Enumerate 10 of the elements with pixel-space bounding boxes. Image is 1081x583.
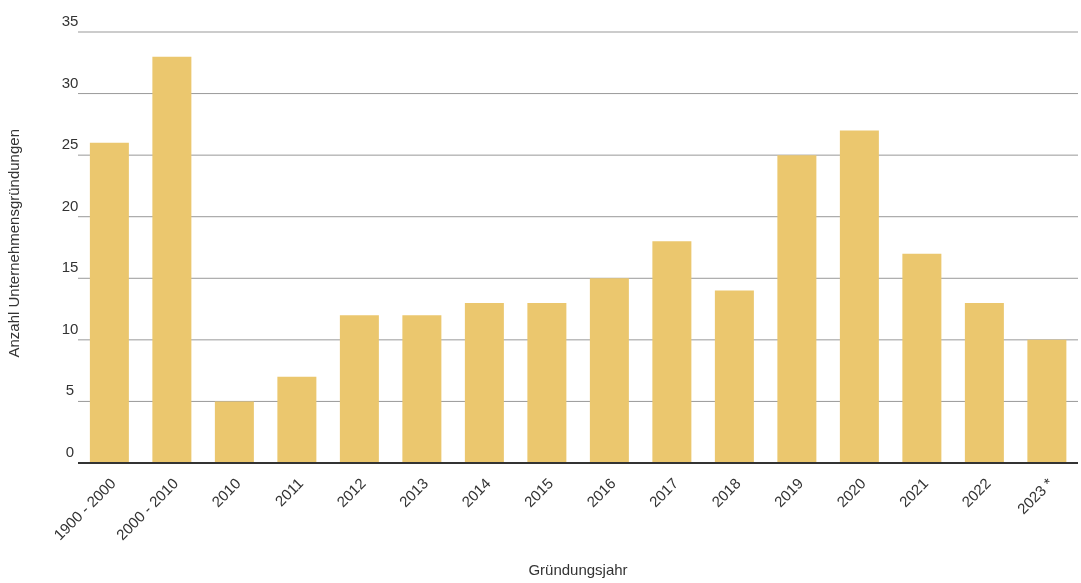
y-tick-label: 0 [65,443,75,460]
y-tick-label: 25 [61,135,79,153]
y-tick-label: 5 [65,381,75,399]
y-axis-title: Anzahl Unternehmensgründungen [5,129,23,358]
y-tick-label: 15 [61,258,79,276]
y-tick-label: 20 [61,196,79,214]
y-tick-label: 10 [61,319,79,337]
x-axis-title: Gründungsjahr [528,561,628,578]
y-tick-label: 35 [61,12,79,29]
y-tick-label: 30 [61,73,79,91]
